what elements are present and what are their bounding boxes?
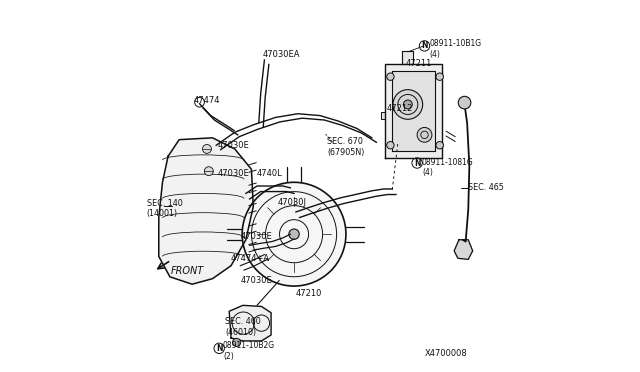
Text: 08911-10B1G
(4): 08911-10B1G (4)	[429, 39, 481, 58]
Text: FRONT: FRONT	[171, 266, 204, 276]
Circle shape	[232, 338, 241, 346]
Text: 47211: 47211	[405, 59, 431, 68]
Circle shape	[387, 73, 394, 80]
Text: 47474+A: 47474+A	[231, 254, 270, 263]
Polygon shape	[454, 240, 473, 259]
Polygon shape	[403, 51, 413, 64]
Polygon shape	[159, 138, 253, 284]
Text: N: N	[216, 344, 223, 353]
Circle shape	[393, 90, 422, 119]
Text: SEC. 460
(46010): SEC. 460 (46010)	[225, 317, 261, 337]
Polygon shape	[229, 305, 271, 341]
Text: 47030J: 47030J	[277, 198, 307, 207]
Circle shape	[436, 73, 444, 80]
Text: SEC. 670
(67905N): SEC. 670 (67905N)	[328, 137, 365, 157]
Text: 47210: 47210	[296, 289, 323, 298]
Text: 08911-10B2G
(2): 08911-10B2G (2)	[223, 341, 275, 360]
Circle shape	[417, 128, 432, 142]
Circle shape	[458, 96, 471, 109]
Text: 47030E: 47030E	[218, 141, 250, 150]
Circle shape	[204, 167, 213, 176]
Text: N: N	[414, 158, 420, 167]
Text: SEC. 465: SEC. 465	[468, 183, 504, 192]
Text: 47212: 47212	[387, 104, 413, 113]
Text: 47030EA: 47030EA	[262, 50, 300, 59]
Text: 47030E: 47030E	[218, 169, 250, 177]
Polygon shape	[385, 64, 442, 158]
Circle shape	[436, 141, 444, 149]
Circle shape	[403, 100, 412, 109]
Text: N: N	[421, 41, 428, 51]
Text: 47030E: 47030E	[240, 276, 272, 285]
Polygon shape	[392, 71, 435, 151]
Polygon shape	[381, 112, 385, 119]
Circle shape	[289, 229, 300, 239]
Text: 4740L: 4740L	[257, 169, 283, 177]
Text: 47474: 47474	[194, 96, 221, 105]
Text: SEC. 140
(14001): SEC. 140 (14001)	[147, 199, 182, 218]
Circle shape	[242, 182, 346, 286]
Circle shape	[202, 144, 211, 153]
Text: 47030E: 47030E	[240, 231, 272, 241]
Text: 08911-1081G
(4): 08911-1081G (4)	[422, 158, 474, 177]
Circle shape	[387, 141, 394, 149]
Text: X4700008: X4700008	[424, 349, 467, 358]
